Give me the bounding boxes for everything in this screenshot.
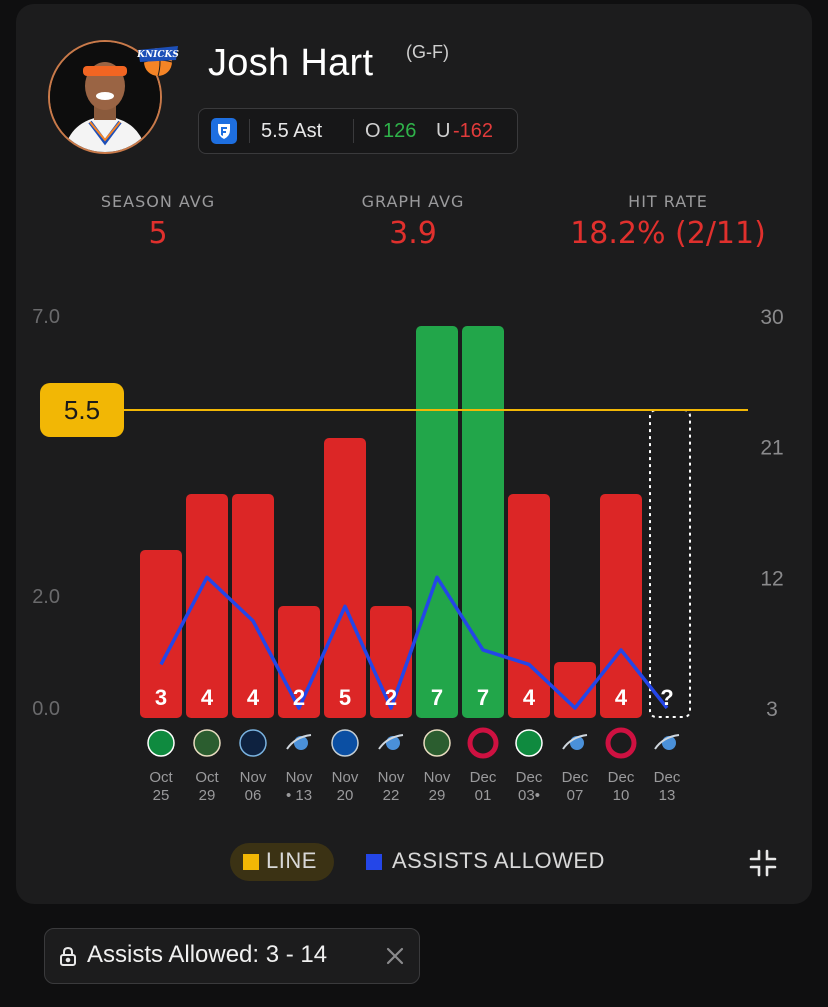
prop-line-text: 5.5 Ast <box>261 120 323 142</box>
magic-streak <box>378 734 404 750</box>
date-label-month: Oct <box>149 769 173 786</box>
right-axis-tick: 12 <box>760 567 783 590</box>
date-label-day: 13 <box>659 787 676 804</box>
under-label: U <box>436 120 451 142</box>
bar-value-label: 7 <box>477 685 489 710</box>
bar-value-label: 2 <box>385 685 397 710</box>
date-label-day: 20 <box>337 787 354 804</box>
date-label-day: 22 <box>383 787 400 804</box>
date-label-month: Dec <box>654 769 681 786</box>
date-label-day: 01 <box>475 787 492 804</box>
bar-value-label: 4 <box>615 685 628 710</box>
bar <box>462 326 504 718</box>
filter-text: Assists Allowed: 3 - 14 <box>87 941 328 968</box>
graph-avg-value: 3.9 <box>389 216 437 251</box>
dallas-mavericks-icon <box>331 729 359 757</box>
date-label-month: Nov <box>240 769 267 786</box>
filter-chip[interactable]: Assists Allowed: 3 - 14 <box>44 928 420 984</box>
season-avg-label: SEASON AVG <box>100 192 216 211</box>
magic-streak <box>562 734 588 750</box>
over-label: O <box>365 120 381 142</box>
graph-avg-label: GRAPH AVG <box>361 192 465 211</box>
hit-rate-value: 18.2% (2/11) <box>570 216 766 251</box>
bar <box>140 550 182 718</box>
bar-value-label: 4 <box>523 685 536 710</box>
collapse-icon[interactable] <box>748 848 778 878</box>
date-label-month: Nov <box>286 769 313 786</box>
lock-icon <box>59 946 77 966</box>
date-label-day: 29 <box>199 787 216 804</box>
line-badge <box>40 383 124 437</box>
boston-celtics-icon <box>515 729 543 757</box>
legend-assists-label[interactable]: ASSISTS ALLOWED <box>392 848 605 873</box>
bar-value-label: 4 <box>201 685 214 710</box>
date-label-month: Nov <box>378 769 405 786</box>
boston-celtics-icon <box>147 729 175 757</box>
bar <box>554 662 596 718</box>
toronto-raptors-icon <box>605 727 637 759</box>
date-label-day: 25 <box>153 787 170 804</box>
bar <box>186 494 228 718</box>
over-odds: 126 <box>383 120 417 142</box>
date-label-month: Dec <box>516 769 543 786</box>
left-axis-tick: 0.0 <box>32 698 60 720</box>
bar-value-label: 5 <box>339 685 351 710</box>
bar-value-label: 4 <box>247 685 260 710</box>
assists-chart: 0.02.05.7.031221305.53442527744?Oct25Oct… <box>32 306 783 804</box>
date-label-day: 03• <box>518 787 540 804</box>
milwaukee-bucks-icon <box>423 729 451 757</box>
assists-allowed-line <box>159 575 669 710</box>
milwaukee-bucks-icon <box>193 729 221 757</box>
sportsbook-icon <box>211 118 237 144</box>
magic-streak <box>286 734 312 750</box>
player-name: Josh Hart <box>208 42 374 84</box>
bar-value-label: ? <box>660 685 673 710</box>
legend-line-label[interactable]: LINE <box>266 848 317 873</box>
date-label-day: 07 <box>567 787 584 804</box>
knicks-logo-icon: KNICKS <box>136 40 180 80</box>
bar <box>324 438 366 718</box>
date-label-month: Dec <box>562 769 589 786</box>
left-axis-tick: 2.0 <box>32 586 60 608</box>
date-label-day: 06 <box>245 787 262 804</box>
magic-streak <box>654 734 680 750</box>
legend-line-swatch <box>243 854 259 870</box>
svg-text:KNICKS: KNICKS <box>136 50 179 60</box>
bar-value-label: 2 <box>293 685 305 710</box>
minnesota-timberwolves-icon <box>239 729 267 757</box>
date-label-month: Nov <box>332 769 359 786</box>
toronto-raptors-icon <box>467 727 499 759</box>
bar-value-label: 3 <box>155 685 167 710</box>
under-odds: -162 <box>453 120 494 142</box>
prop-line-box[interactable]: 5.5 Ast O 126 U -162 <box>198 108 518 154</box>
line-badge-label: 5.5 <box>64 395 100 425</box>
date-label-day: 29 <box>429 787 446 804</box>
legend-assists-swatch <box>366 854 382 870</box>
date-label-month: Dec <box>608 769 635 786</box>
close-icon[interactable] <box>385 946 405 966</box>
date-label-month: Nov <box>424 769 451 786</box>
right-axis-tick: 30 <box>760 306 783 329</box>
right-axis-tick: 21 <box>760 437 783 460</box>
bar-value-label: 7 <box>431 685 443 710</box>
date-label-day: • 13 <box>286 787 312 804</box>
right-axis-tick: 3 <box>766 698 778 721</box>
hit-rate-label: HIT RATE <box>628 192 708 211</box>
bar <box>370 606 412 718</box>
date-label-month: Dec <box>470 769 497 786</box>
date-label-day: 10 <box>613 787 630 804</box>
player-position: (G-F) <box>406 42 449 62</box>
bar <box>416 326 458 718</box>
bar <box>232 494 274 718</box>
chart-card <box>16 4 812 904</box>
pending-bar <box>649 409 691 718</box>
date-label-month: Oct <box>195 769 219 786</box>
left-axis-tick: 7.0 <box>32 306 60 328</box>
season-avg-value: 5 <box>148 216 168 251</box>
